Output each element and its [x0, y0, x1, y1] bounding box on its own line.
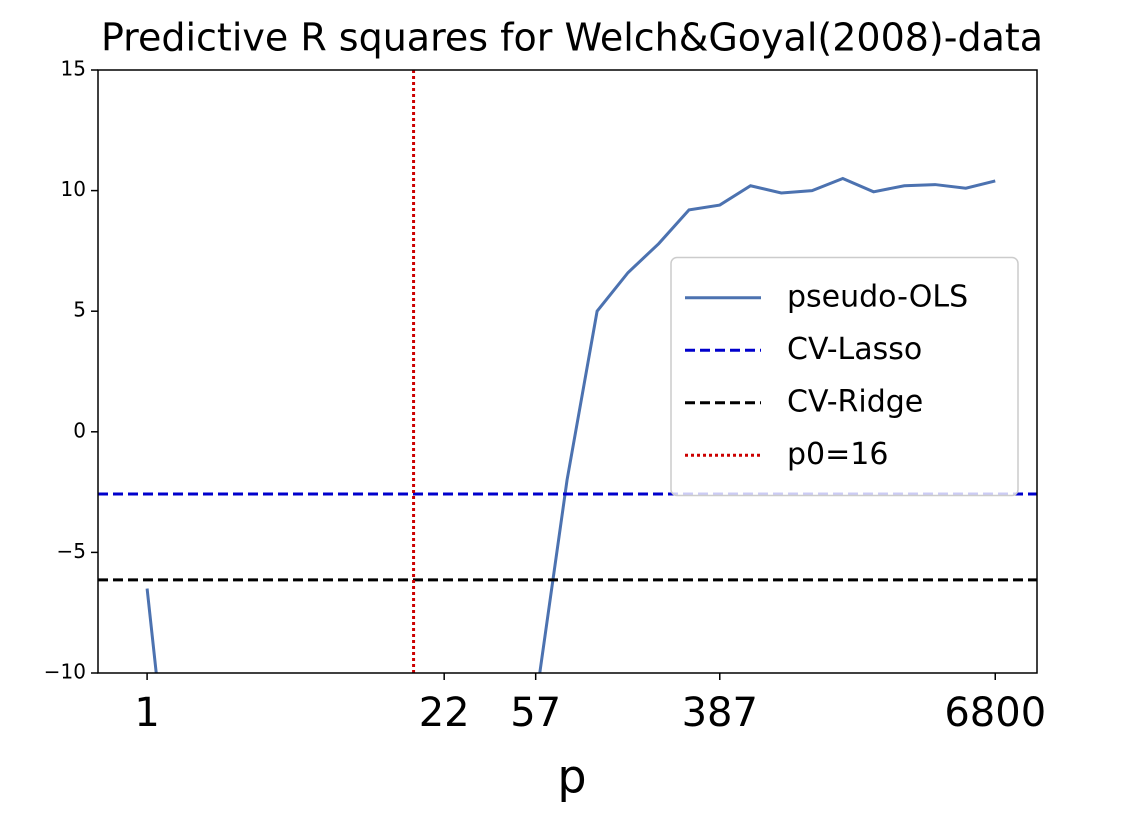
y-tick-label: −5	[57, 539, 86, 563]
legend-label: p0=16	[787, 437, 888, 472]
y-tick-label: 10	[61, 177, 86, 201]
legend-label: CV-Ridge	[787, 384, 923, 419]
legend-label: CV-Lasso	[787, 332, 922, 367]
plot-frame	[97, 69, 1038, 674]
y-tick-label: −10	[44, 660, 86, 684]
chart-title: Predictive R squares for Welch&Goyal(200…	[101, 16, 1043, 60]
legend-label: pseudo-OLS	[787, 279, 968, 314]
data-line	[145, 176, 996, 673]
legend-box	[670, 256, 1019, 497]
y-tick-label: 15	[61, 57, 86, 81]
y-tick-label: 0	[73, 418, 86, 442]
x-tick-label: 6800	[944, 690, 1046, 736]
x-tick-label: 57	[510, 690, 561, 736]
y-tick-label: 5	[73, 298, 86, 322]
x-tick-label: 1	[134, 690, 159, 736]
x-tick-label: 22	[419, 690, 470, 736]
x-tick-label: 387	[682, 690, 758, 736]
x-axis-label: p	[557, 750, 586, 804]
